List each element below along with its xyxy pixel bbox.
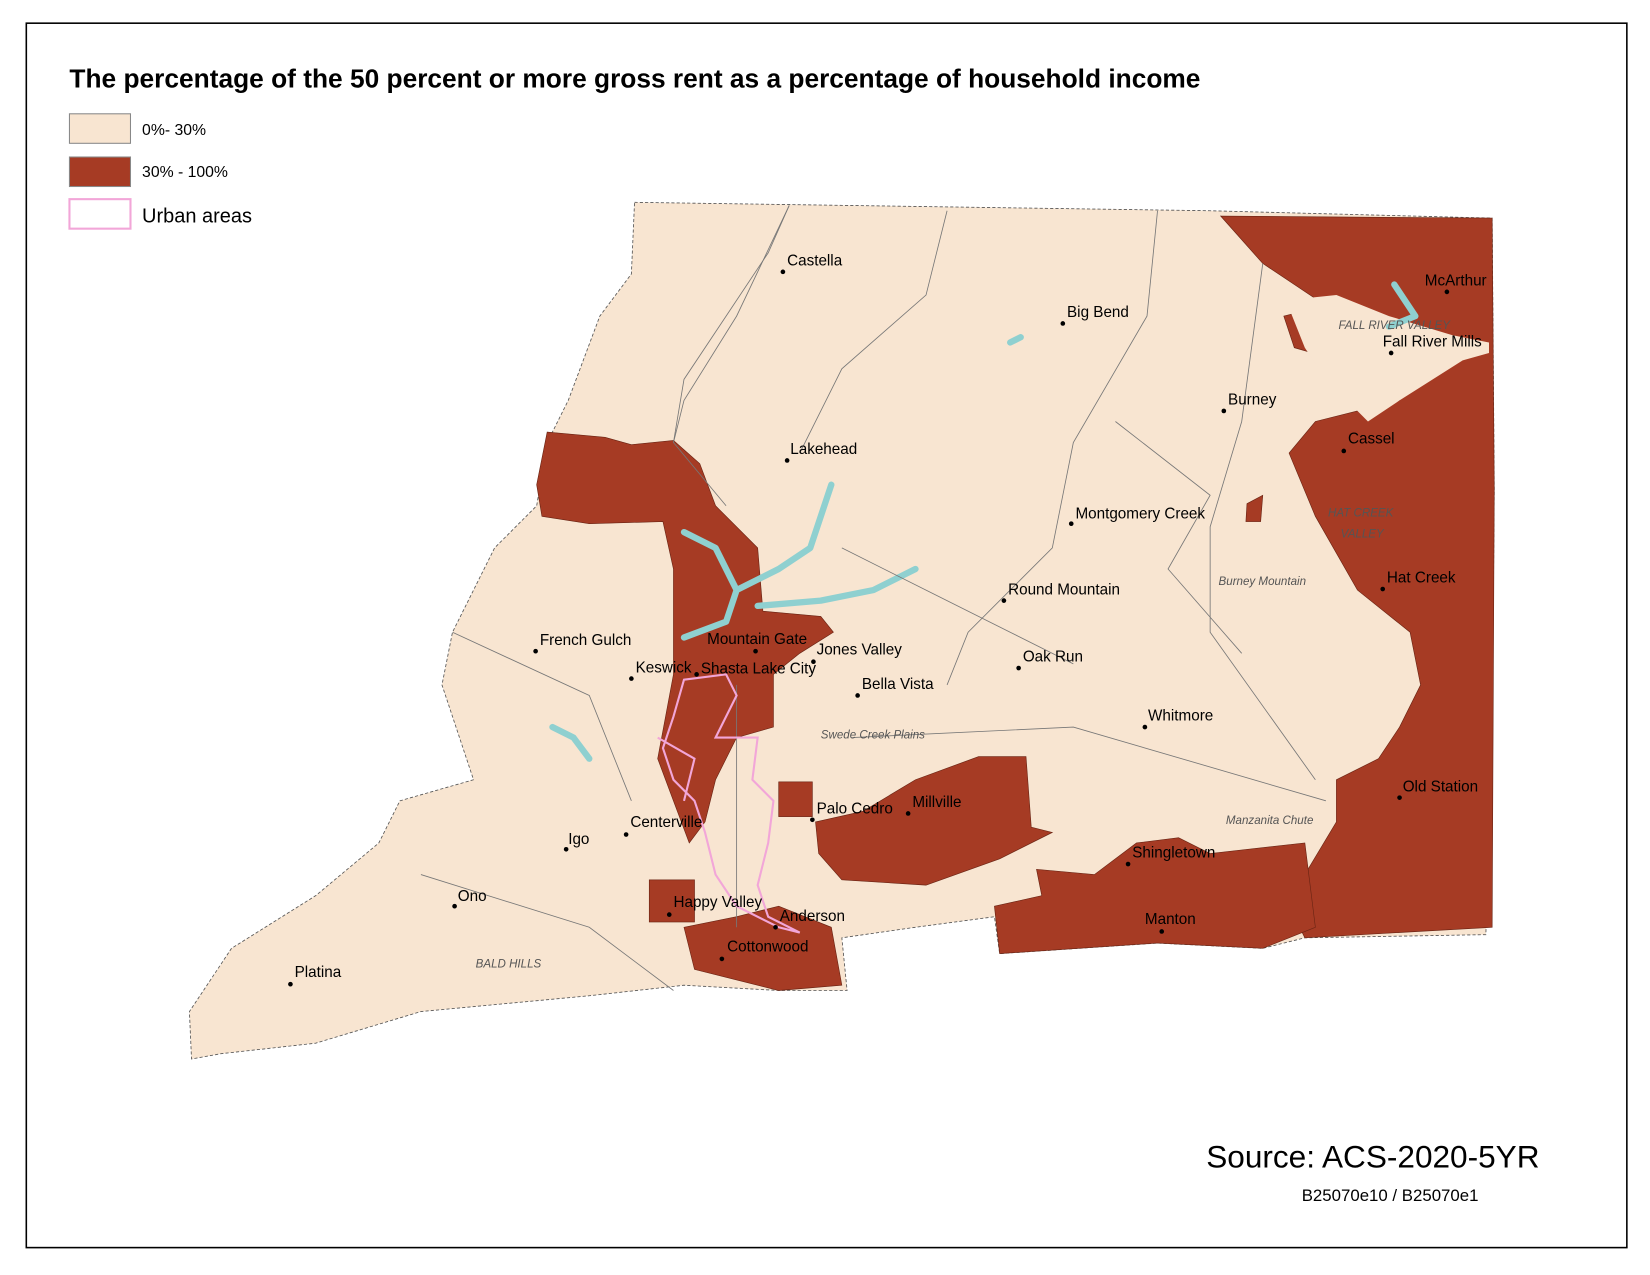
place-label: Whitmore [1148,708,1213,725]
place-dot [1221,408,1227,414]
place-dot [1341,448,1347,454]
lake [549,334,1024,762]
place-label: Mountain Gate [707,631,807,648]
place-dot [855,693,860,698]
high-burden-area [1245,494,1264,522]
road [673,205,790,507]
feature-label: Burney Mountain [1219,576,1306,588]
place-dot [719,956,725,962]
place-label: Oak Run [1023,649,1083,666]
source-note: B25070e10 / B25070e1 [1302,1186,1479,1205]
source: Source: ACS-2020-5YR [1206,1139,1539,1175]
legend-swatch [68,198,132,230]
map: FALL RIVER VALLEY HAT CREEK VALLEY Burne… [188,201,1495,1060]
low-burden-area [1285,295,1489,422]
place-dot [1125,861,1131,867]
place-label: Ono [458,888,487,905]
place-dot [452,903,457,909]
place-dot [780,269,786,275]
place-dot [784,458,790,463]
place-dot [1380,586,1386,592]
urban-area [657,673,801,934]
lake [680,281,1419,641]
high-burden-area [778,781,813,817]
high-burden-area [994,837,1316,954]
place-label: Castella [787,253,843,270]
high-burden-area [815,756,1054,886]
place-dot [1388,350,1394,356]
place-dot [666,912,672,917]
feature-label: Swede Creek Plains [821,730,925,742]
place-label: Montgomery Creek [1075,505,1205,522]
feature-label: HAT CREEK [1328,507,1395,519]
place-label: Palo Cedro [817,800,893,817]
place-dot [533,648,538,654]
place-dot [811,659,816,665]
place-dot [1016,665,1021,671]
place-label: Round Mountain [1008,581,1120,598]
feature-label: FALL RIVER VALLEY [1339,320,1452,332]
place-label: Jones Valley [817,641,903,658]
place-label: Shingletown [1132,845,1215,862]
place-dot [1068,521,1074,527]
places: Castella Big Bend McArthur Fall River Mi… [288,253,1487,987]
place-label: Shasta Lake City [701,660,817,677]
high-burden-area [648,879,695,923]
place-label: Millville [912,794,961,811]
place-label: McArthur [1425,273,1487,290]
place-dot [1444,289,1450,295]
place-dot [1159,929,1165,934]
place-dot [1060,321,1066,326]
place-label: Centerville [630,814,702,831]
frame [25,22,1628,1249]
place-label: Hat Creek [1387,570,1456,587]
place-dot [753,648,758,654]
place-label: Cassel [1348,431,1395,448]
place-dot [773,924,778,930]
map-title: The percentage of the 50 percent or more… [69,63,1200,93]
place-label: Happy Valley [673,894,762,911]
place-dot [1397,795,1402,800]
legend-swatch [68,113,132,144]
legend-label: 0%- 30% [142,122,206,139]
place-label: Bella Vista [862,676,934,693]
feature-label: Manzanita Chute [1226,815,1314,827]
place-label: Manton [1145,911,1196,928]
place-dot [694,672,699,677]
feature-label: BALD HILLS [476,958,542,970]
place-label: Cottonwood [727,938,808,955]
place-label: French Gulch [540,632,631,649]
place-dot [810,817,815,823]
place-label: Platina [295,964,342,981]
place-label: Old Station [1403,778,1478,795]
legend-label: Urban areas [142,205,252,227]
road [420,205,1327,991]
place-dot [1142,724,1148,730]
place-dot [623,832,629,837]
place-dot [563,846,569,852]
place-label: Burney [1228,392,1277,409]
place-label: Fall River Mills [1383,334,1482,351]
place-dot [905,811,911,816]
place-label: Anderson [780,908,845,925]
legend-swatch [68,156,132,188]
place-dot [288,981,293,987]
place-label: Lakehead [790,441,857,458]
place-dot [629,676,634,681]
place-label: Keswick [636,659,692,676]
legend-label: 30% - 100% [142,164,228,181]
feature-label: VALLEY [1341,528,1385,540]
legend: 0%- 30% 30% - 100% Urban areas [68,113,252,230]
place-dot [1001,598,1007,603]
place-label: Igo [568,831,589,848]
place-label: Big Bend [1067,304,1129,321]
